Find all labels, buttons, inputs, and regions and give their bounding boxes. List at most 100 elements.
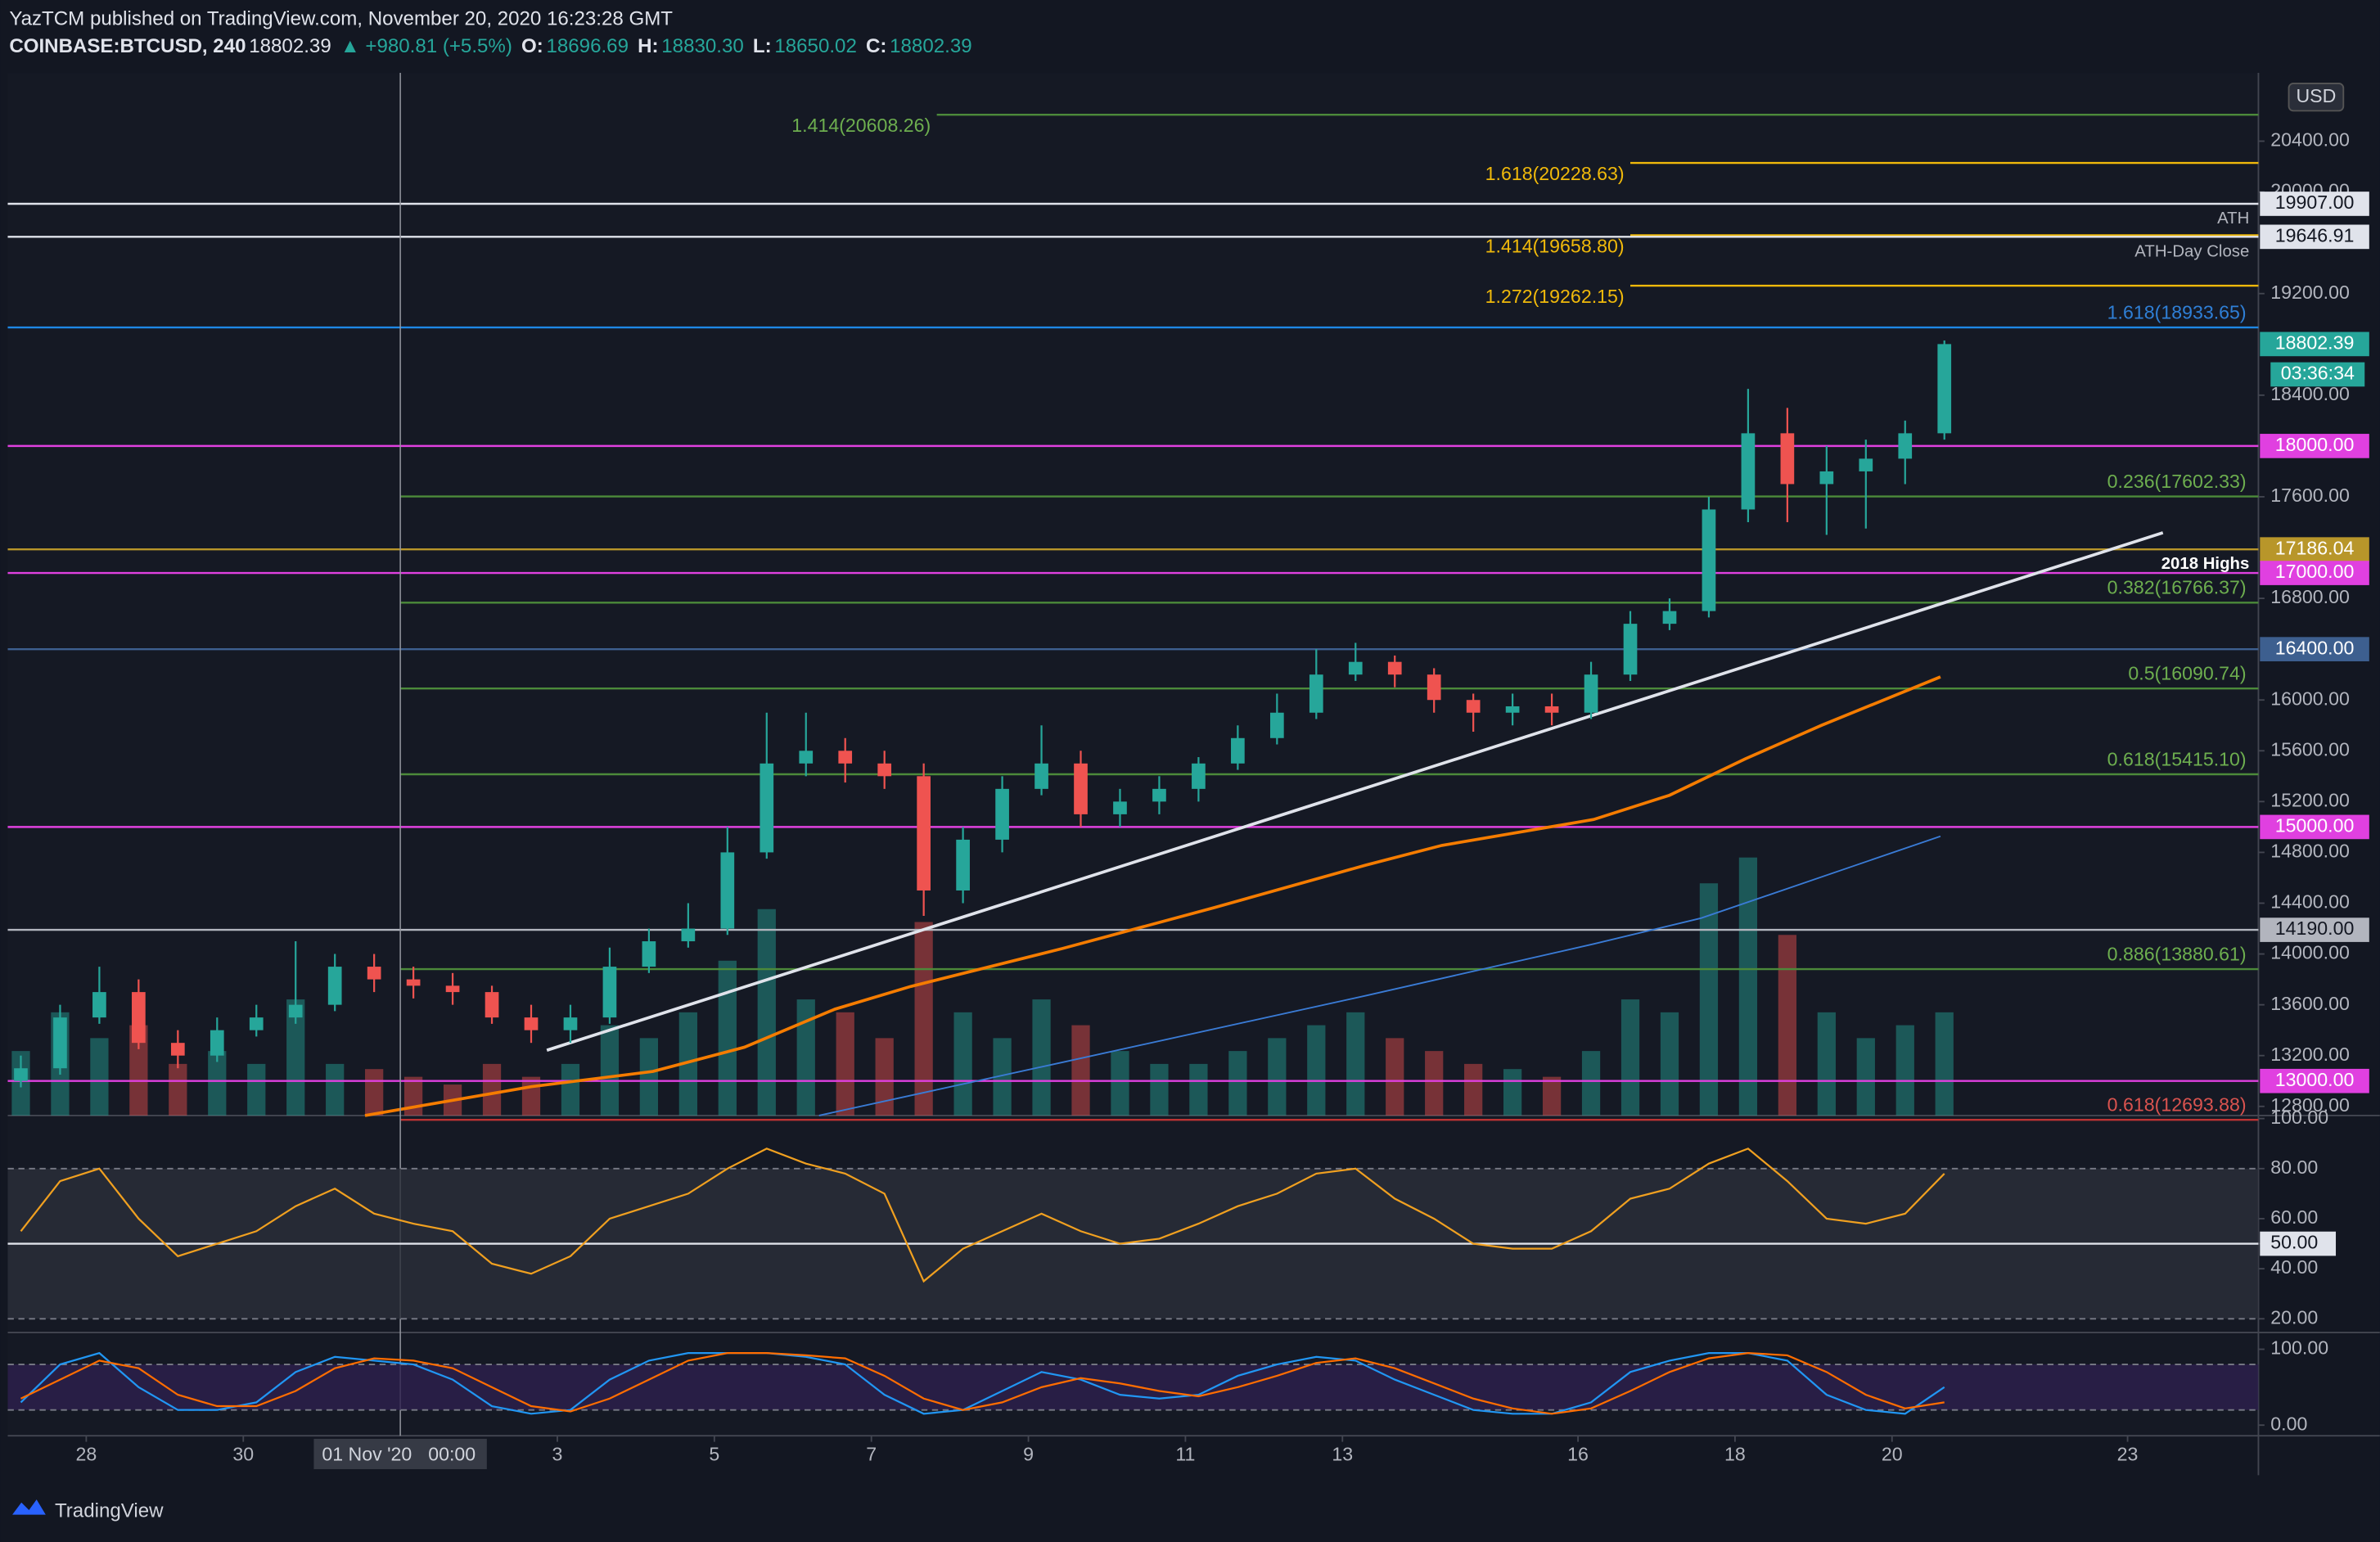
candle-body xyxy=(1269,712,1284,738)
y-tick-label: 15600.00 xyxy=(2270,738,2350,760)
candle-body xyxy=(288,1004,303,1018)
indicator-line xyxy=(364,675,1941,1117)
volume-bar xyxy=(1817,1012,1836,1116)
candle-body xyxy=(92,992,106,1018)
volume-bar xyxy=(1542,1076,1562,1116)
x-tick-label: 3 xyxy=(552,1443,563,1464)
y-tick-label: 100.00 xyxy=(2270,1107,2328,1128)
level-note: 2018 Highs xyxy=(2161,555,2250,573)
x-tick-label: 11 xyxy=(1175,1443,1195,1464)
y-tick-label: 17600.00 xyxy=(2270,485,2350,506)
axis-box xyxy=(2260,918,2369,942)
y-tick-label: 15200.00 xyxy=(2270,789,2350,810)
y-tick-label: 19200.00 xyxy=(2270,282,2350,303)
indicator-line xyxy=(818,835,1941,1116)
axis-box-label: 19646.91 xyxy=(2275,224,2355,246)
candle-body xyxy=(956,839,970,890)
volume-bar xyxy=(561,1063,580,1116)
y-tick-label: 13600.00 xyxy=(2270,993,2350,1014)
x-tick-label: 20 xyxy=(1882,1443,1903,1464)
candle-body xyxy=(1780,433,1795,485)
legend-row: COINBASE:BTCUSD, 240 18802.39 ▲ +980.81 (+… xyxy=(9,35,971,57)
layers: 20000.0020400.0019200.0018400.0017600.00… xyxy=(7,73,2369,1469)
axis-box-label: 16400.00 xyxy=(2275,637,2355,658)
candle-body xyxy=(760,763,774,853)
x-tick-label: 23 xyxy=(2117,1443,2139,1464)
volume-bar xyxy=(953,1012,972,1116)
axis-box xyxy=(2260,224,2369,250)
volume-bar xyxy=(1778,935,1796,1116)
legend-o: 18696.69 xyxy=(547,35,629,57)
volume-bar xyxy=(1268,1038,1287,1116)
volume-bar xyxy=(1111,1051,1129,1116)
candle-body xyxy=(1741,433,1756,510)
volume-bar xyxy=(326,1063,345,1116)
legend-c: 18802.39 xyxy=(890,35,972,57)
volume-bar xyxy=(1856,1038,1875,1116)
candle-body xyxy=(1584,674,1598,713)
legend-l-key: L: xyxy=(753,35,772,57)
volume-bar xyxy=(836,1012,854,1116)
volume-bar xyxy=(247,1063,266,1116)
candle-body xyxy=(1231,737,1245,764)
axis-box-label: 50.00 xyxy=(2270,1232,2318,1253)
volume-bar xyxy=(1189,1063,1208,1116)
candle-body xyxy=(995,788,1009,840)
candle-body xyxy=(1544,706,1559,713)
axis-box-label: 19907.00 xyxy=(2275,192,2355,213)
axis-box xyxy=(2260,434,2369,458)
volume-bar xyxy=(914,922,933,1116)
stoch-line xyxy=(20,1352,1945,1415)
level-label: 0.618(15415.10) xyxy=(2107,748,2247,769)
candle-body xyxy=(485,992,499,1018)
volume-bar xyxy=(1581,1051,1601,1116)
candle-body xyxy=(1348,661,1363,675)
candle-body xyxy=(681,928,696,942)
crosshair-date: 01 Nov '20 xyxy=(322,1443,412,1464)
volume-bar xyxy=(1660,1012,1679,1116)
oscillator-band xyxy=(7,1364,2259,1410)
countdown: 03:36:34 xyxy=(2281,363,2355,384)
currency: USD xyxy=(2296,85,2336,106)
y-tick-label: 16000.00 xyxy=(2270,688,2350,709)
indicator-line xyxy=(546,531,2164,1052)
volume-bar xyxy=(1071,1025,1090,1116)
axis-box-label: 17186.04 xyxy=(2275,537,2355,558)
crosshair-date-box xyxy=(313,1438,487,1469)
brand-logo xyxy=(12,1499,46,1515)
axis-box xyxy=(2260,814,2369,840)
volume-bar xyxy=(129,1025,148,1116)
x-tick-label: 18 xyxy=(1724,1443,1746,1464)
candle-body xyxy=(877,763,892,777)
y-tick-label: 20400.00 xyxy=(2270,129,2350,151)
legend-change: ▲ +980.81 (+5.5%) xyxy=(340,35,512,57)
legend-o-key: O: xyxy=(521,35,543,57)
volume-bar xyxy=(365,1069,384,1116)
x-tick-label: 5 xyxy=(709,1443,719,1464)
y-tick-label: 16800.00 xyxy=(2270,586,2350,607)
level-label: 1.618(18933.65) xyxy=(2107,301,2247,322)
x-tick-label: 7 xyxy=(866,1443,877,1464)
legend-l: 18650.02 xyxy=(774,35,857,57)
volume-bar xyxy=(1425,1051,1444,1116)
x-tick-label: 16 xyxy=(1567,1443,1589,1464)
level-note: ATH-Day Close xyxy=(2134,242,2249,260)
candle-body xyxy=(917,776,931,890)
candle-body xyxy=(249,1017,264,1030)
volume-bar xyxy=(1032,999,1051,1116)
y-tick-label: 0.00 xyxy=(2270,1413,2307,1434)
candle-body xyxy=(1662,611,1677,624)
volume-bar xyxy=(286,999,305,1116)
y-tick-label: 20.00 xyxy=(2270,1306,2318,1328)
rsi-line xyxy=(20,1147,1945,1283)
volume-bar xyxy=(1935,1012,1954,1116)
axis-box-label: 15000.00 xyxy=(2275,815,2355,836)
candle-body xyxy=(563,1017,578,1030)
y-tick-label: 80.00 xyxy=(2270,1156,2318,1178)
y-tick-label: 14800.00 xyxy=(2270,841,2350,862)
volume-bar xyxy=(521,1076,541,1116)
volume-bar xyxy=(875,1038,894,1116)
volume-bar xyxy=(1620,999,1640,1116)
